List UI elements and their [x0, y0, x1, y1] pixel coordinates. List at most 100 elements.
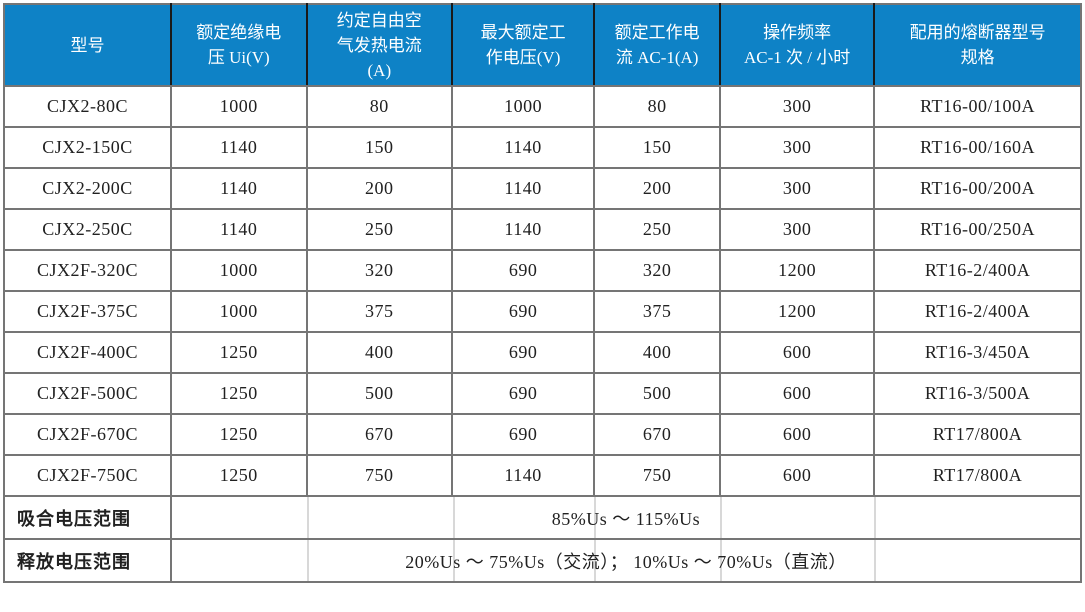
value-cell: RT16-3/450A [873, 331, 1082, 374]
pickup-voltage-label: 吸合电压范围 [3, 495, 172, 540]
value-cell: 300 [719, 167, 876, 210]
value-cell: RT16-2/400A [873, 249, 1082, 292]
value-cell: 750 [305, 454, 454, 497]
column-divider-stub [452, 540, 455, 581]
value-cell: 1000 [450, 85, 596, 128]
model-cell: CJX2-150C [3, 126, 172, 169]
model-cell: CJX2F-750C [3, 454, 172, 497]
value-cell: 670 [593, 413, 722, 456]
column-divider-stub [720, 540, 723, 581]
table-row: CJX2F-500C 1250 500 690 500 600 RT16-3/500A [3, 372, 1082, 415]
model-cell: CJX2-80C [3, 85, 172, 128]
column-header-working-current: 额定工作电 流 AC-1(A) [593, 3, 722, 87]
pickup-voltage-value: 85%Us ～ 115%Us [551, 508, 701, 529]
model-cell: CJX2F-500C [3, 372, 172, 415]
value-cell: 600 [719, 413, 876, 456]
value-cell: 1200 [719, 249, 876, 292]
column-divider-stub [594, 497, 597, 538]
value-cell: 1250 [169, 331, 308, 374]
value-cell: 750 [593, 454, 722, 497]
value-cell: RT16-00/250A [873, 208, 1082, 251]
table-row: CJX2F-320C 1000 320 690 320 1200 RT16-2/400A [3, 249, 1082, 292]
column-divider-stub [873, 497, 876, 538]
column-header-insulation-voltage: 额定绝缘电 压 Ui(V) [169, 3, 308, 87]
value-cell: 320 [305, 249, 454, 292]
value-cell: 1200 [719, 290, 876, 333]
table-row: CJX2-150C 1140 150 1140 150 300 RT16-00/160A [3, 126, 1082, 169]
model-cell: CJX2F-375C [3, 290, 172, 333]
table-header: 型号 额定绝缘电 压 Ui(V) 约定自由空 气发热电流 (A) 最大额定工 作… [3, 3, 1082, 87]
value-cell: 690 [450, 249, 596, 292]
value-cell: 1250 [169, 454, 308, 497]
value-cell: RT17/800A [873, 454, 1082, 497]
value-cell: RT16-3/500A [873, 372, 1082, 415]
column-divider-stub [873, 540, 876, 581]
value-cell: 1140 [169, 208, 308, 251]
value-cell: 150 [305, 126, 454, 169]
value-cell: 600 [719, 454, 876, 497]
table-row: CJX2-200C 1140 200 1140 200 300 RT16-00/200A [3, 167, 1082, 210]
model-cell: CJX2F-670C [3, 413, 172, 456]
value-cell: 1140 [450, 454, 596, 497]
column-header-model: 型号 [3, 3, 172, 87]
table-row: CJX2-80C 1000 80 1000 80 300 RT16-00/100A [3, 85, 1082, 128]
value-cell: RT16-00/200A [873, 167, 1082, 210]
value-cell: 1140 [169, 167, 308, 210]
value-cell: 300 [719, 85, 876, 128]
table-row: CJX2F-670C 1250 670 690 670 600 RT17/800A [3, 413, 1082, 456]
value-cell: 1140 [169, 126, 308, 169]
value-cell: 690 [450, 290, 596, 333]
model-cell: CJX2F-400C [3, 331, 172, 374]
value-cell: 250 [305, 208, 454, 251]
value-cell: 375 [305, 290, 454, 333]
value-cell: 1000 [169, 290, 308, 333]
column-header-operating-frequency: 操作频率 AC-1 次 / 小时 [719, 3, 876, 87]
value-cell: 1140 [450, 167, 596, 210]
release-voltage-value: 20%Us ～ 75%Us（交流）； 10%Us ～ 70%Us（直流） [405, 551, 847, 572]
value-cell: 670 [305, 413, 454, 456]
value-cell: 150 [593, 126, 722, 169]
value-cell: RT16-2/400A [873, 290, 1082, 333]
pickup-voltage-value-cell: 85%Us ～ 115%Us [169, 495, 1083, 540]
value-cell: 500 [593, 372, 722, 415]
value-cell: 1250 [169, 372, 308, 415]
column-divider-stub [452, 497, 455, 538]
table-body: CJX2-80C 1000 80 1000 80 300 RT16-00/100A CJX2-… [3, 85, 1082, 497]
value-cell: 690 [450, 331, 596, 374]
value-cell: 690 [450, 372, 596, 415]
column-header-max-working-voltage: 最大额定工 作电压(V) [450, 3, 596, 87]
value-cell: 320 [593, 249, 722, 292]
value-cell: 1000 [169, 249, 308, 292]
value-cell: RT16-00/160A [873, 126, 1082, 169]
column-divider-stub [307, 497, 310, 538]
column-divider-stub [594, 540, 597, 581]
value-cell: 400 [305, 331, 454, 374]
value-cell: 250 [593, 208, 722, 251]
release-voltage-value-cell: 20%Us ～ 75%Us（交流）； 10%Us ～ 70%Us（直流） [169, 538, 1083, 583]
model-cell: CJX2-200C [3, 167, 172, 210]
model-cell: CJX2F-320C [3, 249, 172, 292]
value-cell: 80 [593, 85, 722, 128]
column-divider-stub [307, 540, 310, 581]
table-footer: 吸合电压范围 85%Us ～ 115%Us 释放电压范围 [3, 495, 1083, 583]
value-cell: RT16-00/100A [873, 85, 1082, 128]
pickup-voltage-row: 吸合电压范围 85%Us ～ 115%Us [3, 495, 1083, 540]
release-voltage-label: 释放电压范围 [3, 538, 172, 583]
table-row: CJX2F-375C 1000 375 690 375 1200 RT16-2/400A [3, 290, 1082, 333]
column-header-thermal-current: 约定自由空 气发热电流 (A) [305, 3, 454, 87]
value-cell: 1250 [169, 413, 308, 456]
value-cell: 1000 [169, 85, 308, 128]
value-cell: 1140 [450, 126, 596, 169]
table-row: CJX2-250C 1140 250 1140 250 300 RT16-00/250A [3, 208, 1082, 251]
contactor-spec-table: 型号 额定绝缘电 压 Ui(V) 约定自由空 气发热电流 (A) 最大额定工 作… [3, 3, 1083, 583]
table-row: CJX2F-750C 1250 750 1140 750 600 RT17/800A [3, 454, 1082, 497]
column-divider-stub [720, 497, 723, 538]
value-cell: 80 [305, 85, 454, 128]
value-cell: 400 [593, 331, 722, 374]
value-cell: 690 [450, 413, 596, 456]
table-row: CJX2F-400C 1250 400 690 400 600 RT16-3/450A [3, 331, 1082, 374]
column-header-fuse-spec: 配用的熔断器型号 规格 [873, 3, 1082, 87]
value-cell: 1140 [450, 208, 596, 251]
value-cell: 200 [593, 167, 722, 210]
